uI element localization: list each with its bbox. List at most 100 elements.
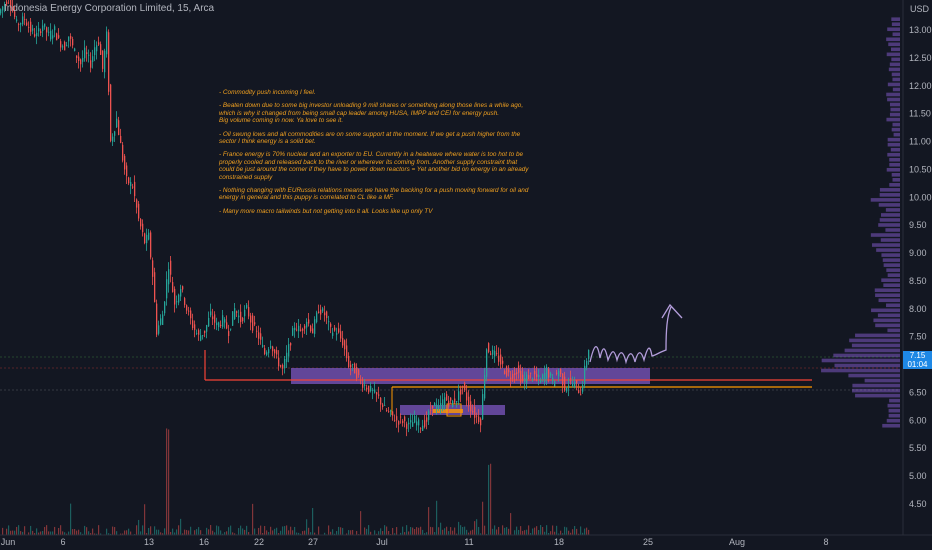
volume-profile-bar <box>877 313 900 318</box>
note-line: - Beaten down due to some big investor u… <box>219 102 524 125</box>
candle-body <box>382 404 384 407</box>
candle-body <box>136 199 138 208</box>
candle-body <box>300 329 302 331</box>
volume-bar <box>356 531 358 535</box>
volume-bar <box>188 530 190 535</box>
candle-body <box>156 303 158 335</box>
candle-body <box>392 411 394 416</box>
volume-bar <box>576 528 578 535</box>
volume-bar <box>496 529 498 535</box>
volume-bar <box>442 529 444 535</box>
volume-profile-bar <box>886 92 900 97</box>
volume-bar <box>212 530 214 535</box>
candle-body <box>534 370 536 375</box>
volume-bar <box>32 530 34 535</box>
candle-body <box>6 1 8 5</box>
volume-profile-bar <box>855 333 900 338</box>
volume-bar <box>30 525 32 535</box>
volume-bar <box>216 525 218 535</box>
volume-bar <box>532 528 534 535</box>
volume-bar <box>70 503 72 535</box>
y-tick-label: 10.00 <box>909 192 932 202</box>
candle-body <box>58 35 60 38</box>
candle-body <box>302 328 304 331</box>
volume-bar <box>112 526 114 535</box>
volume-bar <box>502 525 504 535</box>
volume-bar <box>402 526 404 535</box>
candle-body <box>536 374 538 377</box>
volume-bar <box>352 529 354 535</box>
volume-bar <box>368 525 370 535</box>
candle-body <box>556 372 558 374</box>
volume-profile-bar <box>888 67 900 72</box>
volume-profile-bar <box>870 198 900 202</box>
candle-body <box>4 4 6 6</box>
volume-bar <box>440 522 442 535</box>
volume-bar <box>200 530 202 535</box>
volume-profile-bar <box>878 203 900 207</box>
time-axis[interactable]: Jun 6 13 16 22 27 Jul 11 18 25 Aug 8 <box>0 534 932 547</box>
candle-body <box>544 372 546 382</box>
candle-body <box>348 355 350 368</box>
volume-bar <box>262 533 264 535</box>
volume-bar <box>78 529 80 535</box>
candle-body <box>224 319 226 323</box>
candle-body <box>394 420 396 422</box>
price-axis[interactable]: USD 13.00 12.50 12.00 11.50 11.00 10.50 10.00 9.… <box>902 0 932 535</box>
candle-body <box>370 385 372 392</box>
volume-bar <box>558 533 560 535</box>
candle-body <box>464 382 466 390</box>
volume-bar <box>406 525 408 535</box>
candle-body <box>66 45 68 47</box>
candle-body <box>308 319 310 324</box>
candle-body <box>360 379 362 381</box>
volume-bar <box>472 529 474 535</box>
volume-bar <box>96 533 98 535</box>
candle-body <box>350 364 352 368</box>
volume-bar <box>518 529 520 535</box>
volume-bar <box>182 533 184 535</box>
volume-bar <box>544 531 546 535</box>
candle-body <box>236 311 238 313</box>
volume-bar <box>364 527 366 535</box>
candle-body <box>282 365 284 369</box>
volume-bar <box>280 530 282 535</box>
volume-profile-bar <box>878 223 900 227</box>
volume-bar <box>94 533 96 535</box>
x-tick-label: 11 <box>464 537 473 547</box>
countdown-label: 01:04 <box>903 360 932 369</box>
candle-body <box>542 374 544 380</box>
candle-body <box>234 308 236 320</box>
volume-profile-bar <box>852 383 900 388</box>
volume-bar <box>260 525 262 535</box>
volume-bar <box>414 528 416 535</box>
candle-body <box>276 350 278 355</box>
candle-body <box>582 384 584 392</box>
candle-body <box>186 305 188 311</box>
volume-bar <box>168 429 170 535</box>
candle-body <box>444 397 446 406</box>
volume-bar <box>40 531 42 535</box>
volume-bar <box>450 527 452 535</box>
candle-body <box>202 335 204 336</box>
volume-bar <box>446 526 448 535</box>
volume-bar <box>548 533 550 535</box>
candle-body <box>538 375 540 378</box>
candle-body <box>26 22 28 26</box>
volume-bar <box>264 526 266 535</box>
volume-bar <box>400 532 402 535</box>
candle-body <box>12 7 14 12</box>
candle-body <box>576 380 578 384</box>
volume-profile-bar <box>881 278 900 282</box>
volume-bar <box>418 527 420 535</box>
candle-body <box>372 390 374 392</box>
volume-bar <box>448 531 450 535</box>
candle-body <box>482 394 484 420</box>
volume-profile-bar <box>882 258 900 262</box>
candle-body <box>314 319 316 334</box>
volume-bar <box>36 528 38 535</box>
candle-body <box>246 304 248 308</box>
volume-bar <box>338 526 340 535</box>
candle-body <box>218 322 220 328</box>
